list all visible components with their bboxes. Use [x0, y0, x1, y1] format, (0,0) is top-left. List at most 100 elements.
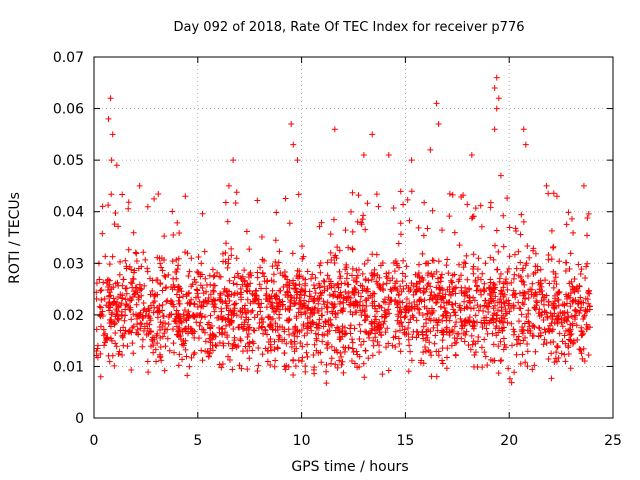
roti-point: [173, 268, 180, 275]
roti-point: [450, 328, 457, 335]
roti-point: [318, 292, 325, 299]
roti-point: [405, 284, 412, 291]
roti-point: [478, 319, 485, 326]
roti-point: [159, 333, 166, 340]
roti-point: [336, 357, 343, 364]
roti-point: [341, 324, 348, 331]
roti-point: [493, 227, 500, 234]
roti-point: [107, 316, 114, 323]
roti-point: [433, 317, 440, 324]
roti-point: [328, 308, 335, 315]
roti-point: [145, 369, 152, 376]
roti-point: [274, 265, 281, 272]
roti-point: [545, 325, 552, 332]
roti-point: [389, 342, 396, 349]
roti-point: [300, 302, 307, 309]
roti-point: [286, 278, 293, 285]
roti-point: [258, 324, 265, 331]
roti-point: [294, 327, 301, 334]
roti-point: [181, 307, 188, 314]
roti-point: [286, 331, 293, 338]
roti-point: [260, 319, 267, 326]
roti-point: [164, 326, 171, 333]
roti-point: [397, 283, 404, 290]
roti-point: [420, 360, 427, 367]
roti-point: [508, 279, 515, 286]
roti-point: [284, 294, 291, 301]
roti-point: [267, 361, 274, 368]
roti-point: [580, 316, 587, 323]
roti-point: [405, 319, 412, 326]
roti-point: [376, 342, 383, 349]
roti-point: [226, 356, 233, 363]
roti-point: [209, 301, 216, 308]
roti-point: [108, 286, 115, 293]
roti-point: [257, 304, 264, 311]
roti-point: [431, 340, 438, 347]
roti-point: [269, 299, 276, 306]
roti-point: [548, 375, 555, 382]
roti-point: [106, 358, 113, 365]
roti-point: [426, 315, 433, 322]
roti-point: [184, 250, 191, 257]
roti-point: [183, 291, 190, 298]
roti-point: [165, 271, 172, 278]
roti-point: [462, 331, 469, 338]
roti-point: [299, 243, 306, 250]
roti-point: [145, 305, 152, 312]
roti-point: [544, 313, 551, 320]
roti-point: [198, 347, 205, 354]
roti-point: [376, 274, 383, 281]
roti-point: [417, 296, 424, 303]
roti-point: [344, 281, 351, 288]
roti-point: [558, 350, 565, 357]
roti-point: [569, 298, 576, 305]
roti-point: [199, 357, 206, 364]
roti-point: [371, 266, 378, 273]
roti-point: [130, 323, 137, 330]
roti-point: [452, 290, 459, 297]
roti-point: [286, 220, 293, 227]
roti-point: [439, 337, 446, 344]
roti-point: [456, 261, 463, 268]
roti-point: [234, 290, 241, 297]
roti-point: [280, 283, 287, 290]
roti-point: [386, 301, 393, 308]
roti-point: [190, 351, 197, 358]
roti-point: [294, 267, 301, 274]
roti-point: [235, 324, 242, 331]
roti-point: [334, 364, 341, 371]
roti-point: [515, 248, 522, 255]
roti-point: [561, 332, 568, 339]
roti-point: [419, 331, 426, 338]
roti-point: [338, 361, 345, 368]
roti-point: [128, 266, 135, 273]
roti-point: [304, 268, 311, 275]
roti-point: [513, 351, 520, 358]
roti-point: [232, 200, 239, 207]
roti-point: [464, 304, 471, 311]
roti-point: [143, 320, 150, 327]
roti-point: [268, 316, 275, 323]
roti-point: [364, 200, 371, 207]
roti-point: [484, 303, 491, 310]
roti-point: [519, 289, 526, 296]
roti-point: [362, 347, 369, 354]
roti-point: [403, 303, 410, 310]
roti-point: [231, 274, 238, 281]
roti-point: [576, 346, 583, 353]
roti-point: [338, 291, 345, 298]
roti-point: [231, 292, 238, 299]
roti-point: [151, 298, 158, 305]
roti-point: [363, 287, 370, 294]
roti-point: [401, 314, 408, 321]
roti-point: [470, 263, 477, 270]
roti-point: [371, 320, 378, 327]
roti-point: [315, 300, 322, 307]
roti-point: [310, 351, 317, 358]
roti-point: [247, 269, 254, 276]
roti-point: [156, 324, 163, 331]
roti-point: [395, 311, 402, 318]
roti-point: [319, 312, 326, 319]
roti-point: [185, 308, 192, 315]
